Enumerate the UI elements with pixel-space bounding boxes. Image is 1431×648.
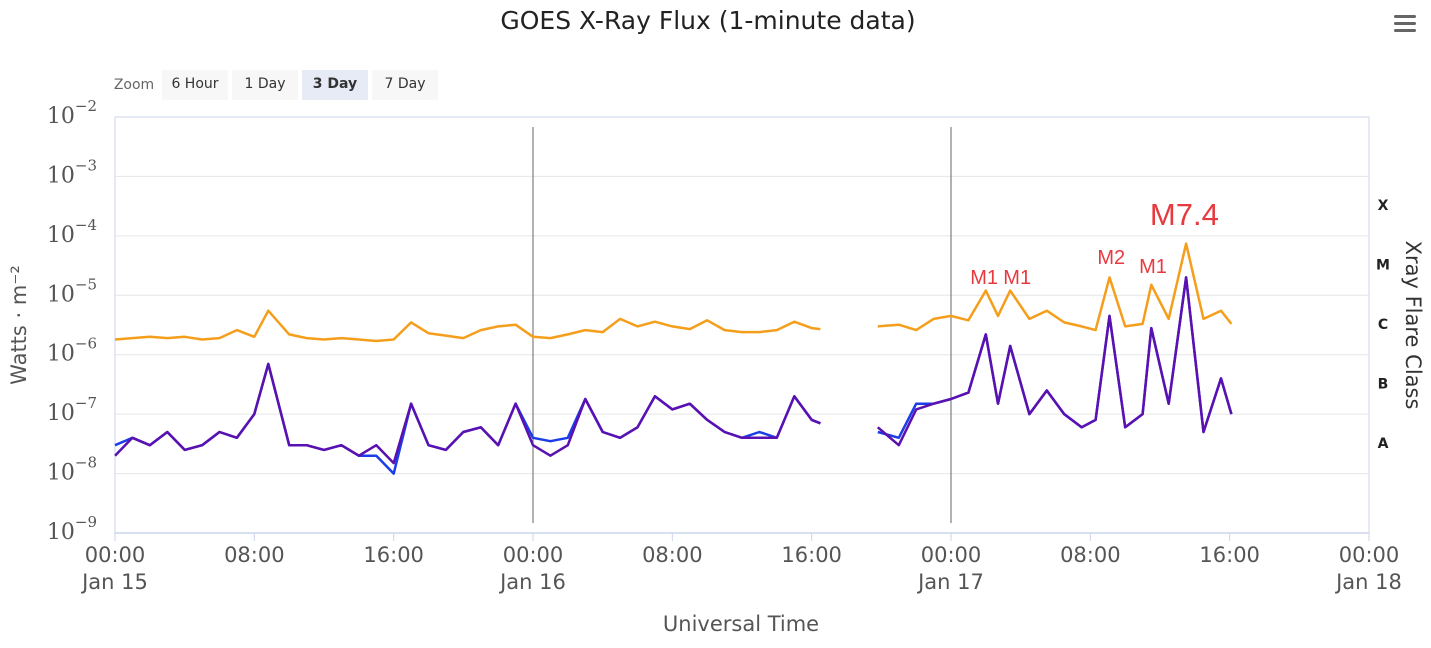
y-axis-title: Watts · m⁻² bbox=[7, 265, 31, 385]
flare-class-label: M bbox=[1376, 258, 1390, 274]
x-tick-label: 16:00 bbox=[1199, 543, 1260, 567]
zoom-button[interactable]: 3 Day bbox=[302, 70, 368, 100]
y-tick-base: 10 bbox=[47, 223, 75, 248]
flare-annotation: M7.4 bbox=[1150, 197, 1219, 232]
x-tick-label: 08:00 bbox=[642, 543, 703, 567]
x-tick-label: 08:00 bbox=[1060, 543, 1121, 567]
x-tick-label: 08:00 bbox=[224, 543, 285, 567]
chart-title: GOES X-Ray Flux (1-minute data) bbox=[500, 6, 915, 35]
x-tick-label: 16:00 bbox=[363, 543, 424, 567]
x-tick-label: 00:00 bbox=[503, 543, 564, 567]
y-tick-exponent: −6 bbox=[75, 335, 97, 353]
x-tick-date: Jan 16 bbox=[498, 570, 566, 594]
flare-annotation: M2 bbox=[1097, 247, 1125, 269]
y-tick-base: 10 bbox=[47, 342, 75, 367]
zoom-button-bg bbox=[162, 70, 228, 100]
y-tick-base: 10 bbox=[47, 163, 75, 188]
x-tick-date: Jan 15 bbox=[80, 570, 148, 594]
flare-annotation: M1 bbox=[970, 267, 998, 289]
zoom-button[interactable]: 6 Hour bbox=[162, 70, 228, 100]
x-tick-label: 16:00 bbox=[781, 543, 842, 567]
y-tick-exponent: −2 bbox=[75, 97, 97, 115]
y-tick-label: 10−3 bbox=[47, 156, 97, 188]
x-tick-date: Jan 18 bbox=[1334, 570, 1402, 594]
y-tick-label: 10−2 bbox=[47, 97, 97, 129]
flare-annotation: M1 bbox=[1003, 267, 1031, 289]
x-tick-label: 00:00 bbox=[1339, 543, 1400, 567]
y-tick-base: 10 bbox=[47, 461, 75, 486]
x-tick-label: 00:00 bbox=[85, 543, 146, 567]
y-tick-label: 10−7 bbox=[47, 394, 97, 426]
zoom-button-label: 7 Day bbox=[384, 76, 425, 92]
x-tick-label: 00:00 bbox=[921, 543, 982, 567]
flare-class-label: C bbox=[1378, 317, 1388, 333]
zoom-button-bg bbox=[372, 70, 438, 100]
y-tick-exponent: −9 bbox=[75, 513, 97, 531]
zoom-button-bg bbox=[232, 70, 298, 100]
y-tick-exponent: −5 bbox=[75, 275, 97, 293]
flare-class-label: X bbox=[1378, 198, 1389, 214]
y-tick-exponent: −4 bbox=[75, 216, 97, 234]
y-tick-base: 10 bbox=[47, 520, 75, 545]
flare-annotation: M1 bbox=[1139, 256, 1167, 278]
menu-bar bbox=[1394, 22, 1416, 25]
zoom-button-label: 3 Day bbox=[313, 76, 357, 92]
y-tick-label: 10−9 bbox=[47, 513, 97, 545]
zoom-label: Zoom bbox=[114, 77, 154, 93]
zoom-button[interactable]: 7 Day bbox=[372, 70, 438, 100]
y-tick-base: 10 bbox=[47, 282, 75, 307]
series-line bbox=[114, 276, 1233, 465]
y-tick-base: 10 bbox=[47, 401, 75, 426]
y-tick-label: 10−6 bbox=[47, 335, 97, 367]
zoom-button-label: 1 Day bbox=[244, 76, 285, 92]
y-tick-label: 10−5 bbox=[47, 275, 97, 307]
zoom-button-bg bbox=[302, 70, 368, 100]
flare-class-label: A bbox=[1378, 436, 1389, 452]
y-tick-exponent: −3 bbox=[75, 156, 97, 174]
menu-button[interactable] bbox=[1394, 15, 1416, 32]
menu-bar bbox=[1394, 29, 1416, 32]
y-tick-base: 10 bbox=[47, 104, 75, 129]
zoom-button-label: 6 Hour bbox=[171, 76, 218, 92]
series-line bbox=[114, 242, 1233, 343]
x-axis-title: Universal Time bbox=[663, 612, 819, 636]
zoom-button[interactable]: 1 Day bbox=[232, 70, 298, 100]
flare-class-label: B bbox=[1378, 376, 1389, 392]
y-tick-label: 10−4 bbox=[47, 216, 97, 248]
x-tick-date: Jan 17 bbox=[916, 570, 984, 594]
y-tick-exponent: −8 bbox=[75, 454, 97, 472]
y2-axis-title: Xray Flare Class bbox=[1401, 241, 1425, 410]
menu-bar bbox=[1394, 15, 1416, 18]
y-tick-label: 10−8 bbox=[47, 454, 97, 486]
y-tick-exponent: −7 bbox=[75, 394, 97, 412]
